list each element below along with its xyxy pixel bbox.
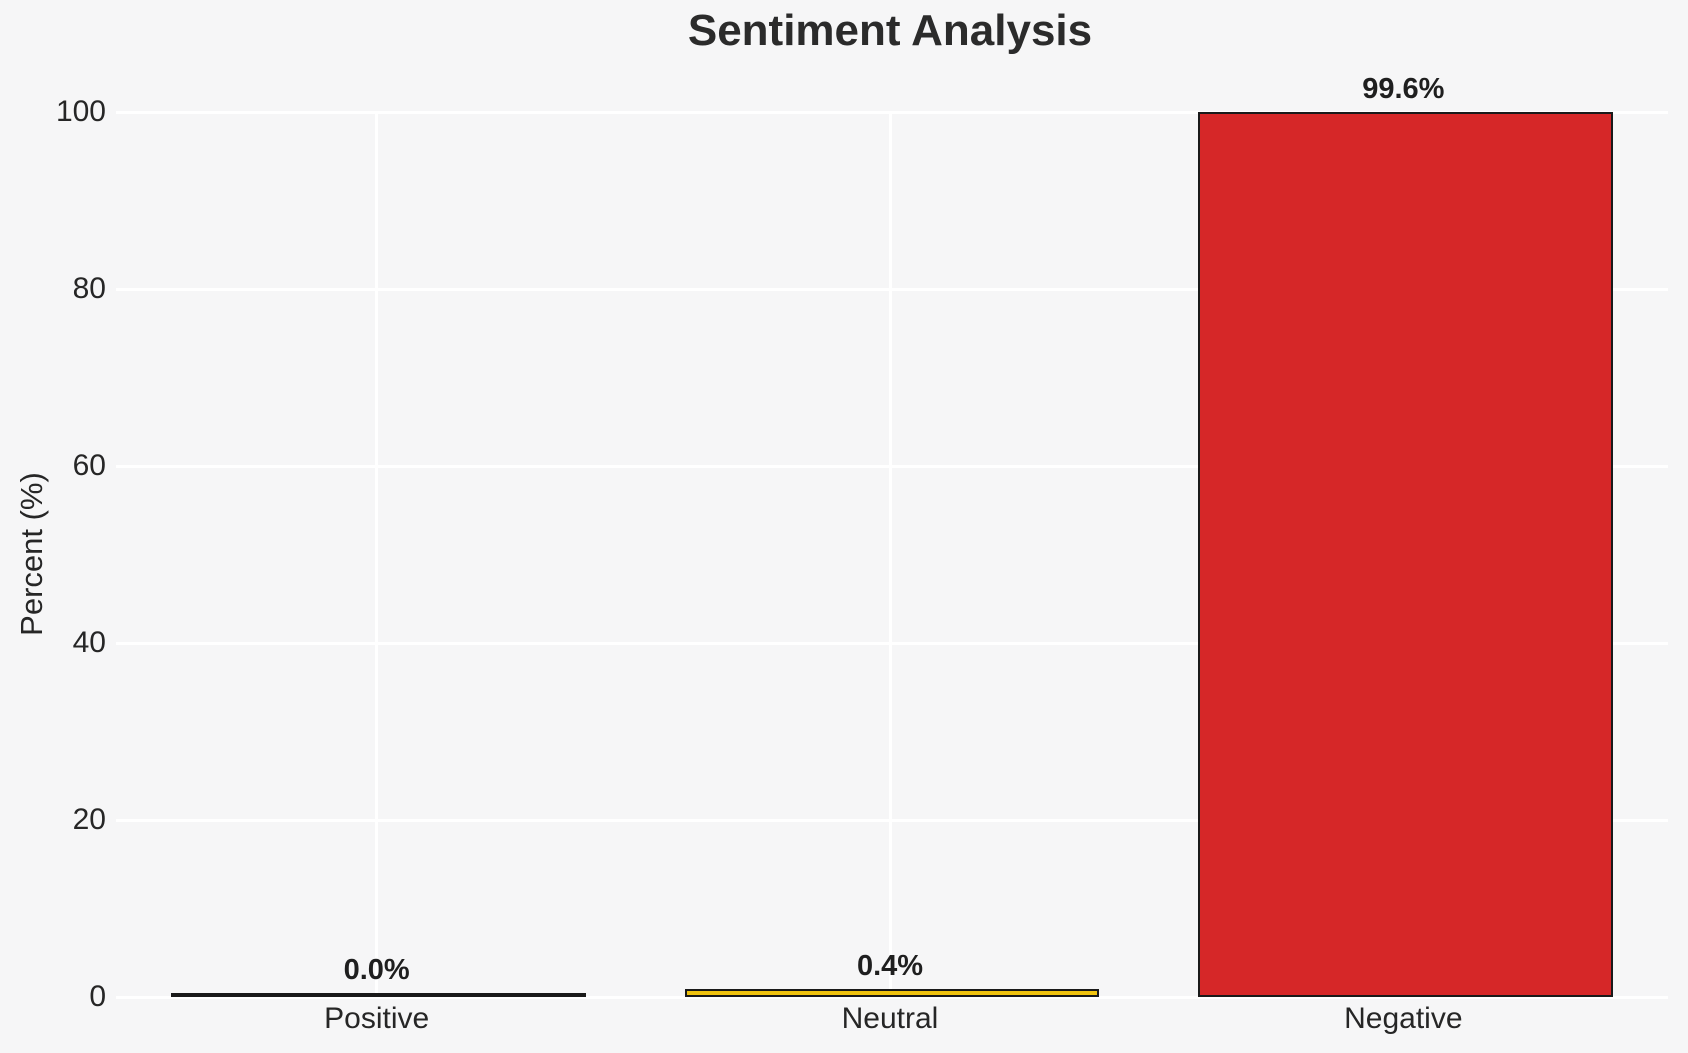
y-tick-label: 0: [89, 980, 106, 1013]
gridline-horizontal: [116, 995, 1668, 999]
gridline-horizontal: [116, 818, 1668, 822]
y-tick-label: 80: [72, 272, 106, 305]
chart-title: Sentiment Analysis: [687, 6, 1093, 55]
gridline-horizontal: [116, 641, 1668, 645]
bar-positive: [171, 993, 586, 997]
y-tick-label: 60: [72, 449, 106, 482]
y-tick-label: 40: [72, 626, 106, 659]
x-tick-label-neutral: Neutral: [841, 1002, 939, 1035]
bar-value-label: 0.4%: [856, 950, 924, 983]
bar-neutral: [684, 989, 1100, 997]
y-tick-label: 20: [72, 803, 106, 836]
gridline-horizontal: [116, 110, 1668, 114]
bar-value-label: 0.0%: [343, 954, 410, 986]
gridline-horizontal: [116, 464, 1668, 468]
x-tick-label-positive: Positive: [324, 1002, 430, 1035]
bar-negative: [1198, 111, 1613, 997]
gridline-vertical: [888, 112, 892, 997]
bar-value-label: 99.6%: [1362, 72, 1445, 105]
plot-area: 0.0% 0.4% 99.6%: [116, 73, 1668, 999]
y-tick-label: 100: [55, 95, 106, 128]
x-tick-label-negative: Negative: [1344, 1002, 1463, 1035]
gridline-vertical: [375, 112, 379, 997]
y-axis-title: Percent (%): [14, 472, 49, 636]
gridline-horizontal: [116, 287, 1668, 291]
